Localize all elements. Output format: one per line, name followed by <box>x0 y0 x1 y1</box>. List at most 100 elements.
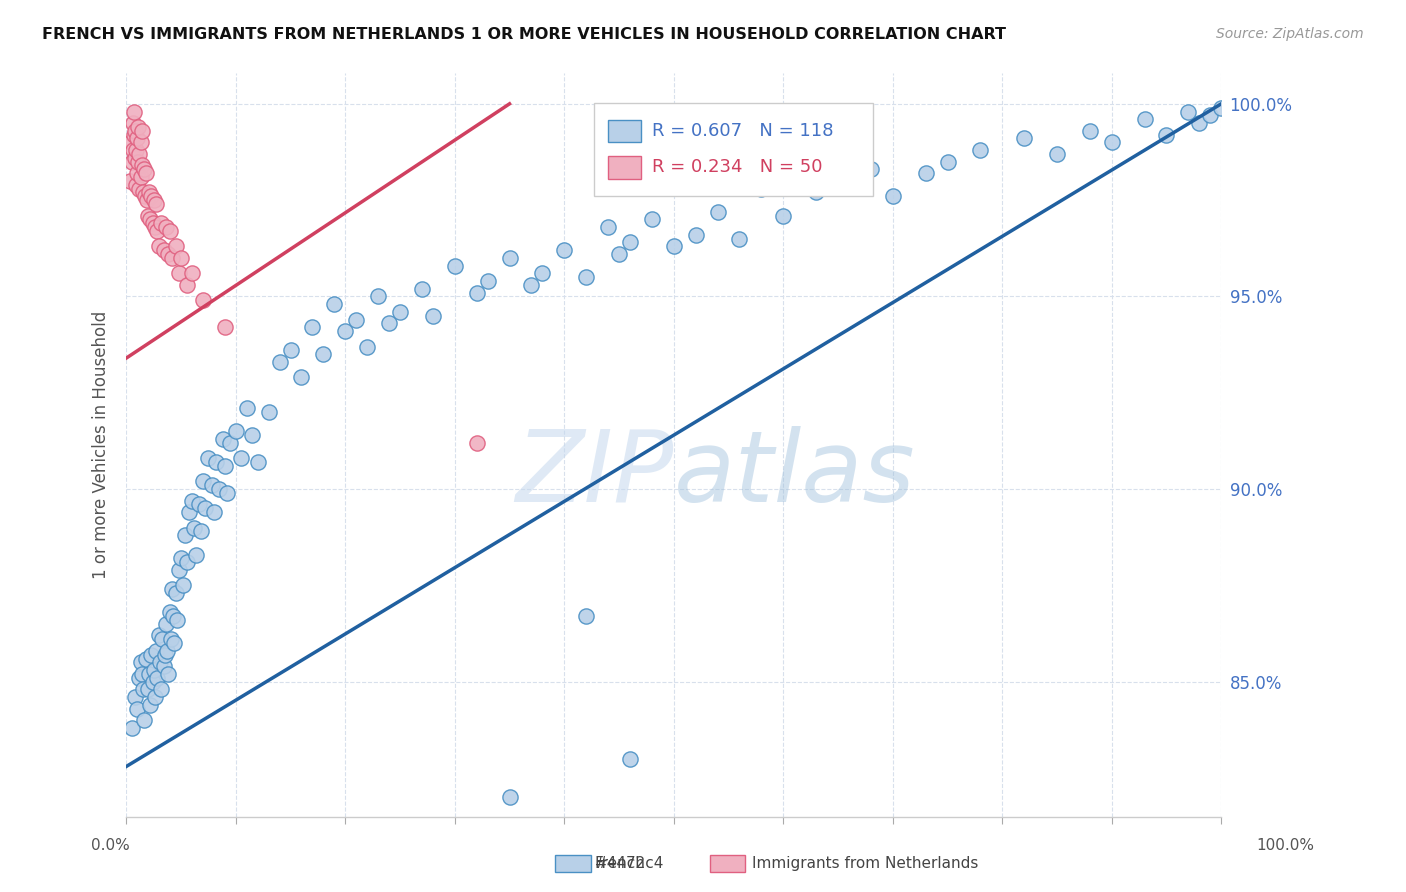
Point <box>132 186 155 200</box>
Point <box>146 224 169 238</box>
Point <box>167 563 190 577</box>
Point <box>152 243 174 257</box>
Point <box>124 151 146 165</box>
Point <box>662 239 685 253</box>
Text: 0.0%: 0.0% <box>91 838 131 853</box>
Point <box>553 243 575 257</box>
Point <box>389 305 412 319</box>
Text: R = 0.607   N = 118: R = 0.607 N = 118 <box>652 122 834 140</box>
Point <box>118 174 141 188</box>
Point <box>804 186 827 200</box>
Point <box>914 166 936 180</box>
Point <box>202 505 225 519</box>
Point <box>356 339 378 353</box>
Point <box>135 651 157 665</box>
Point <box>156 667 179 681</box>
Point <box>344 312 367 326</box>
Text: Immigrants from Netherlands: Immigrants from Netherlands <box>752 856 979 871</box>
Point <box>197 451 219 466</box>
Point <box>132 162 155 177</box>
Point <box>231 451 253 466</box>
FancyBboxPatch shape <box>607 156 641 178</box>
Point <box>155 220 177 235</box>
Point <box>443 259 465 273</box>
Point <box>1188 116 1211 130</box>
Point <box>201 478 224 492</box>
Point <box>531 266 554 280</box>
Point <box>128 181 150 195</box>
Y-axis label: 1 or more Vehicles in Household: 1 or more Vehicles in Household <box>93 310 110 579</box>
Point <box>148 239 170 253</box>
FancyBboxPatch shape <box>607 120 641 142</box>
Point <box>139 212 162 227</box>
Point <box>1101 136 1123 150</box>
Point <box>465 435 488 450</box>
Point <box>141 648 163 662</box>
Point <box>150 216 173 230</box>
Point <box>1177 104 1199 119</box>
Point <box>160 632 183 647</box>
Point <box>136 193 159 207</box>
Point <box>1199 108 1222 122</box>
Point <box>498 251 520 265</box>
Point <box>969 143 991 157</box>
Point <box>772 209 794 223</box>
Point <box>167 266 190 280</box>
Point <box>290 370 312 384</box>
Point <box>575 270 598 285</box>
Point <box>1078 124 1101 138</box>
Point <box>159 605 181 619</box>
Point <box>131 124 153 138</box>
Point <box>122 128 145 142</box>
Point <box>1133 112 1156 127</box>
Point <box>619 752 641 766</box>
Point <box>125 143 148 157</box>
Point <box>177 505 200 519</box>
Point <box>131 667 153 681</box>
Point <box>127 154 149 169</box>
Point <box>149 656 172 670</box>
Point <box>163 636 186 650</box>
Point <box>142 663 165 677</box>
Text: French: French <box>595 856 645 871</box>
Point <box>127 131 149 145</box>
Text: R = 0.234   N = 50: R = 0.234 N = 50 <box>652 159 823 177</box>
Point <box>128 671 150 685</box>
Point <box>215 486 238 500</box>
Point <box>641 212 664 227</box>
Point <box>138 667 160 681</box>
Point <box>882 189 904 203</box>
Point <box>335 324 357 338</box>
Point <box>269 355 291 369</box>
Point <box>214 458 236 473</box>
Point <box>367 289 389 303</box>
Point <box>142 674 165 689</box>
Point <box>520 277 543 292</box>
Point <box>827 174 849 188</box>
Point <box>257 405 280 419</box>
Point <box>172 578 194 592</box>
Point <box>323 297 346 311</box>
Point <box>121 154 143 169</box>
Point <box>1156 128 1178 142</box>
Point <box>125 178 148 192</box>
Point <box>208 482 231 496</box>
Point <box>129 169 152 184</box>
Point <box>422 309 444 323</box>
Point <box>162 609 184 624</box>
Text: ZIP: ZIP <box>516 426 673 523</box>
Point <box>122 143 145 157</box>
Point <box>280 343 302 358</box>
Text: Source: ZipAtlas.com: Source: ZipAtlas.com <box>1216 27 1364 41</box>
Point <box>145 644 167 658</box>
Text: #4472c4: #4472c4 <box>595 856 664 871</box>
Point <box>1046 147 1069 161</box>
Point <box>128 147 150 161</box>
Point <box>143 220 166 235</box>
Point <box>132 682 155 697</box>
Point <box>1211 101 1233 115</box>
Point <box>596 220 619 235</box>
Point <box>159 224 181 238</box>
Point <box>211 432 233 446</box>
Point <box>378 317 401 331</box>
